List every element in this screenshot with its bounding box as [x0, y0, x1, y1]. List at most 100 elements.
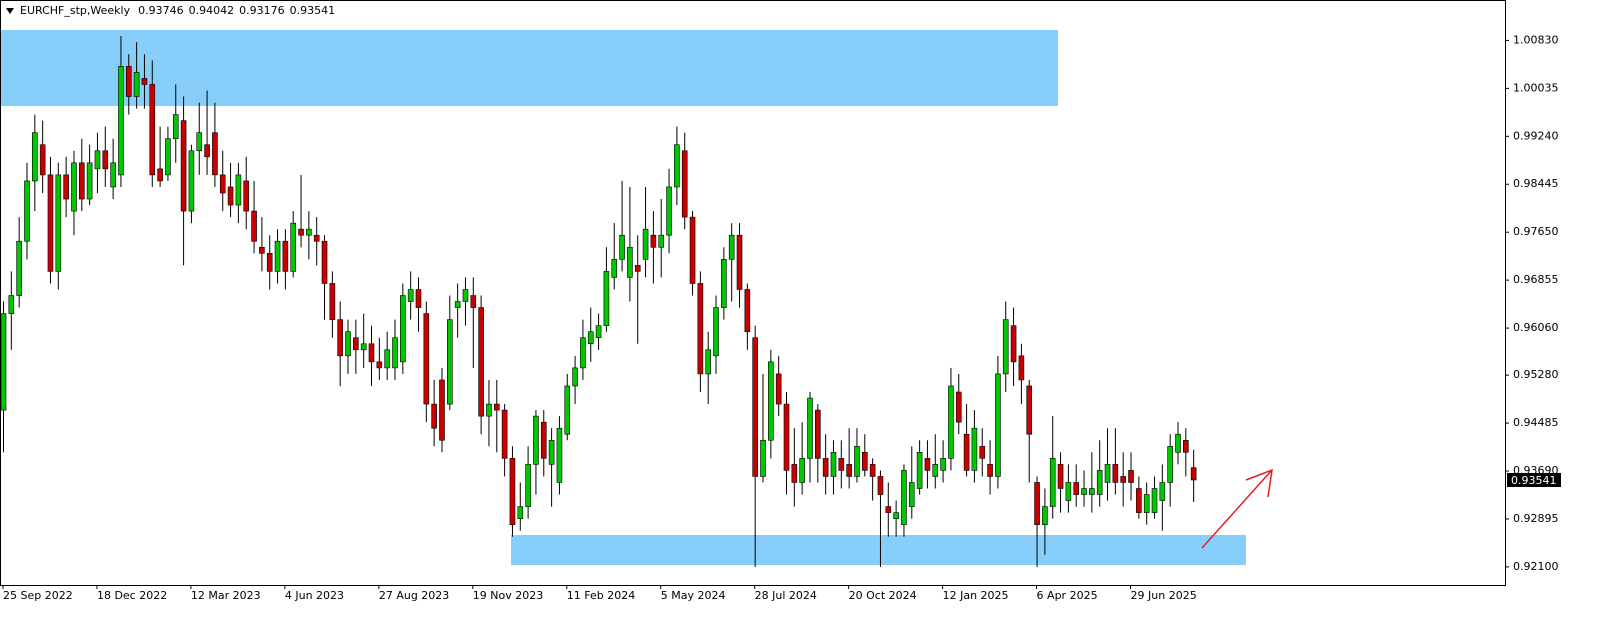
candle-body	[478, 307, 484, 417]
candle-body	[885, 506, 892, 513]
candle-body	[854, 445, 860, 477]
x-tick-label: 12 Jan 2025	[943, 589, 1009, 602]
candle-body	[368, 343, 375, 363]
y-tick-label: 0.92895	[1513, 512, 1559, 525]
candle-body	[125, 66, 132, 97]
y-tick-label: 0.95280	[1513, 368, 1559, 381]
candle-body	[94, 150, 101, 170]
candle-body	[392, 337, 398, 369]
y-tick-label: 0.97650	[1513, 225, 1559, 238]
candle-body	[901, 470, 907, 525]
candle-body	[1143, 494, 1150, 513]
candle-body	[1002, 319, 1009, 375]
y-tick-label: 0.98445	[1513, 177, 1559, 190]
x-tick-label: 6 Apr 2025	[1037, 589, 1098, 602]
candle-body	[674, 144, 680, 188]
candle-body	[1010, 325, 1017, 363]
candle-body	[705, 349, 712, 375]
header-low: 0.93176	[239, 4, 285, 17]
candle-body	[948, 385, 954, 459]
candle-body	[86, 162, 93, 200]
candle-body	[376, 361, 383, 369]
candle-body	[587, 331, 594, 345]
candle-body	[16, 240, 22, 296]
candle-body	[548, 439, 555, 465]
candle-body	[431, 403, 437, 429]
candle-body	[783, 403, 790, 471]
candle-body	[822, 458, 829, 477]
candle-body	[157, 168, 163, 182]
candle-body	[110, 162, 116, 188]
candle-body	[752, 337, 758, 477]
plot-frame	[0, 0, 1506, 586]
candle-body	[415, 289, 422, 308]
candle-body	[1042, 506, 1048, 525]
candle-body	[658, 234, 665, 248]
x-tick-label: 12 Mar 2023	[191, 589, 261, 602]
candle-body	[39, 144, 46, 176]
candle-body	[423, 313, 430, 405]
candle-body	[650, 234, 657, 248]
candle-body	[728, 234, 735, 260]
candle-body	[493, 403, 500, 411]
candle-body	[721, 259, 727, 308]
candle-body	[760, 439, 766, 477]
candle-body	[846, 464, 852, 477]
candle-body	[462, 289, 469, 302]
candle-body	[642, 228, 649, 260]
candle-body	[454, 301, 461, 308]
candle-body	[32, 132, 38, 182]
menu-triangle[interactable]	[6, 8, 14, 14]
candle-body	[736, 234, 743, 290]
x-tick-label: 5 May 2024	[661, 589, 726, 602]
candle-body	[893, 512, 899, 519]
candle-body	[830, 452, 837, 477]
candle-body	[102, 150, 109, 170]
candle-body	[400, 295, 406, 363]
candle-body	[118, 66, 124, 176]
candle-body	[509, 458, 516, 525]
candle-body	[1112, 464, 1119, 483]
candle-body	[619, 234, 625, 260]
candle-body	[165, 138, 171, 176]
candle-body	[282, 240, 289, 272]
symbol-title: EURCHF_stp,Weekly	[20, 4, 131, 17]
header: EURCHF_stp,Weekly 0.93746 0.94042 0.93176 0.…	[20, 4, 335, 17]
candles	[0, 36, 1197, 567]
candle-body	[337, 319, 343, 357]
candle-body	[470, 295, 477, 308]
candle-body	[141, 78, 148, 85]
y-tick-label: 0.99240	[1513, 129, 1559, 142]
candle-body	[1096, 470, 1103, 495]
candle-body	[517, 506, 524, 519]
candle-body	[987, 464, 993, 477]
candle-body	[172, 114, 179, 140]
candle-body	[869, 464, 876, 477]
candle-body	[768, 361, 774, 441]
candle-body	[1190, 467, 1197, 481]
x-tick-label: 27 Aug 2023	[379, 589, 449, 602]
candle-body	[79, 162, 85, 200]
candle-body	[306, 228, 312, 236]
candle-body	[407, 289, 414, 302]
candle-body	[1057, 464, 1064, 489]
candle-body	[447, 319, 453, 405]
candle-body	[290, 222, 297, 272]
candle-body	[979, 445, 986, 459]
candle-body	[916, 452, 923, 489]
candle-body	[345, 331, 351, 357]
candle-body	[274, 240, 281, 272]
candle-body	[71, 162, 77, 212]
candle-body	[47, 174, 54, 272]
candle-body	[227, 186, 234, 206]
y-tick-label: 0.96855	[1513, 273, 1559, 286]
candle-body	[329, 283, 336, 320]
candle-body	[580, 337, 586, 369]
candle-body	[799, 458, 805, 483]
arrow	[1201, 468, 1273, 549]
candle-body	[259, 246, 265, 254]
candle-body	[955, 391, 962, 423]
candle-body	[940, 458, 946, 471]
candle-body	[1159, 482, 1166, 501]
candle-body	[807, 397, 813, 459]
